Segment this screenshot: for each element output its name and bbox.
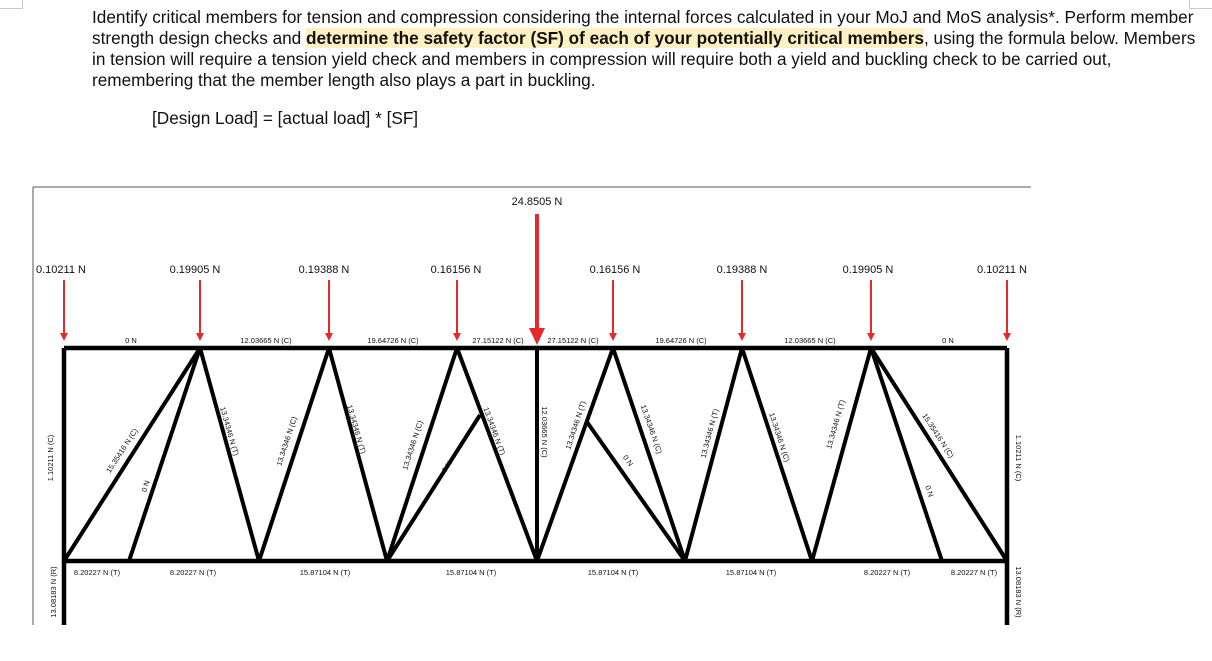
bottom-chord-force-label: 8.20227 N (T) — [951, 568, 998, 577]
bottom-chord-force-label: 15.87104 N (T) — [446, 568, 497, 577]
left-vertical-force-label: 1.10211 N (C) — [46, 434, 55, 481]
diagonal-force-label: 0 N — [923, 484, 935, 498]
diagonal-member — [869, 347, 944, 562]
top-chord-force-label: 19.64726 N (C) — [367, 336, 419, 345]
center-load-label: 24.8505 N — [512, 196, 563, 208]
diagonal-member — [198, 347, 261, 562]
top-chord-force-label: 12.03665 N (C) — [784, 336, 836, 345]
diagonal-member — [585, 420, 687, 563]
diagonal-member — [127, 347, 202, 562]
page-corner-mark-right — [1189, 0, 1212, 9]
right-reaction-label: 13.08183 N (R) — [1014, 566, 1023, 618]
bottom-chord-force-label: 8.20227 N (T) — [170, 568, 217, 577]
diagonal-member — [810, 347, 873, 562]
diagonal-member — [385, 347, 459, 562]
diagonal-force-label: 13.34346 N (C) — [400, 419, 425, 471]
diagonal-member — [740, 347, 814, 562]
right-vertical-force-label: 1.10211 N (C) — [1014, 435, 1023, 482]
diagonal-force-label: 0 N — [621, 453, 635, 468]
top-chord-force-label: 27.15122 N (C) — [547, 336, 599, 345]
instructions-part1: Identify critical members for tension an… — [92, 7, 1194, 48]
diagonal-member — [611, 347, 687, 562]
diagonal-member — [683, 347, 744, 562]
bottom-chord-force-label: 15.87104 N (T) — [588, 568, 639, 577]
instructions-paragraph: Identify critical members for tension an… — [92, 7, 1202, 91]
top-chord-force-label: 12.03665 N (C) — [240, 336, 292, 345]
diagonal-member — [62, 346, 202, 563]
diagonal-member — [327, 347, 389, 562]
bottom-chord-force-label: 8.20227 N (T) — [74, 568, 121, 577]
center-vertical-force-label: 12.03665 N (C) — [540, 406, 549, 458]
instructions-part2: , using the formula below. Members in te… — [92, 28, 1196, 90]
node-load-label: 0.16156 N — [590, 264, 641, 276]
diagonal-member — [535, 347, 615, 562]
bottom-chord-force-label: 8.20227 N (T) — [864, 568, 911, 577]
page-corner-mark-left — [0, 0, 23, 9]
diagonal-force-label: 0 N — [140, 479, 152, 493]
diagonal-member — [869, 346, 1009, 563]
center-load-arrowhead — [529, 328, 545, 345]
diagonal-member — [257, 347, 331, 562]
bottom-chord-force-label: 15.87104 N (T) — [726, 568, 777, 577]
node-load-label: 0.19388 N — [717, 264, 768, 276]
node-load-label: 0.10211 N — [36, 264, 86, 276]
diagonal-force-label: 13.34346 N (C) — [274, 415, 299, 467]
diagonal-member — [385, 413, 482, 563]
node-load-label: 0.19905 N — [170, 264, 221, 276]
top-chord-force-label: 0 N — [125, 336, 137, 345]
instructions-highlight: determine the safety factor (SF) of each… — [306, 28, 924, 48]
top-chord-force-label: 27.15122 N (C) — [472, 336, 524, 345]
diagonal-member — [455, 347, 539, 562]
node-load-label: 0.10211 N — [977, 264, 1027, 276]
node-load-label: 0.19905 N — [843, 264, 894, 276]
bottom-chord-force-label: 15.87104 N (T) — [300, 568, 351, 577]
node-load-label: 0.16156 N — [431, 264, 482, 276]
node-load-label: 0.19388 N — [299, 264, 350, 276]
top-chord-force-label: 19.64726 N (C) — [655, 336, 707, 345]
top-chord-force-label: 0 N — [942, 336, 954, 345]
design-load-formula: [Design Load] = [actual load] * [SF] — [152, 108, 419, 128]
left-reaction-label: 13.08183 N (R) — [49, 566, 58, 618]
